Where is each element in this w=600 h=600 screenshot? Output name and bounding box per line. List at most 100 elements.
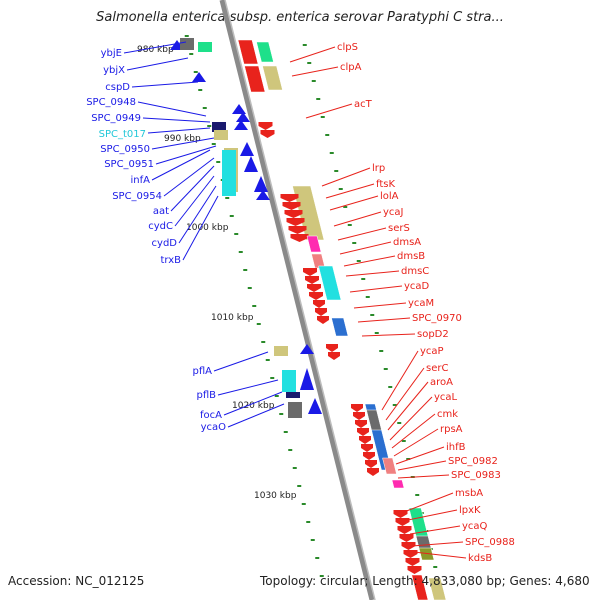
scale-tick-left — [184, 35, 189, 37]
scale-tick-right — [325, 134, 330, 136]
scale-tick-left — [288, 449, 293, 451]
scale-tick-left — [265, 359, 270, 361]
gene-arrow-forward — [317, 316, 329, 324]
gene-label-clpA: clpA — [340, 62, 362, 73]
left-gene-labels: ybjE ybjX cspD SPC_0948 SPC_0949 SPC_t01… — [86, 48, 226, 433]
gene-arrow-forward — [303, 268, 317, 276]
gene-block — [262, 65, 283, 91]
scale-tick-left — [243, 269, 248, 271]
leader-line-left — [126, 57, 189, 71]
gene-label-trxB: trxB — [160, 255, 181, 266]
gene-arrow-forward — [280, 194, 299, 202]
gene-block — [256, 41, 274, 63]
gene-label-SPC_0948: SPC_0948 — [86, 97, 136, 108]
scale-tick-left — [261, 341, 266, 343]
gene-arrow-forward — [395, 518, 410, 526]
scale-tick-left — [292, 467, 297, 469]
gene-block-left — [198, 42, 212, 52]
leader-line-left — [178, 185, 217, 244]
scale-tick-left — [211, 143, 216, 145]
scale-tick-left — [207, 125, 212, 127]
scale-tick-right — [352, 242, 357, 244]
gene-label-lrp: lrp — [372, 163, 385, 174]
scale-tick-left — [315, 557, 320, 559]
gene-block — [411, 574, 429, 600]
gene-label-kdsB: kdsB — [468, 553, 492, 564]
leader-line-left — [123, 41, 187, 54]
gene-arrow-reverse — [300, 344, 314, 354]
gene-label-ycaP: ycaP — [420, 346, 444, 357]
gene-arrow-reverse — [308, 398, 322, 414]
gene-label-ihfB: ihfB — [446, 442, 466, 453]
leader-line-right — [291, 66, 339, 77]
scale-tick-right — [392, 404, 397, 406]
scale-tick-left — [202, 107, 207, 109]
gene-block — [237, 39, 259, 65]
scale-tick-right — [401, 440, 406, 442]
gene-label-cmk: cmk — [437, 409, 458, 420]
leader-line-left — [147, 127, 211, 134]
gene-label-SPC_t017: SPC_t017 — [99, 129, 146, 140]
scale-tick-left — [301, 503, 306, 505]
gene-label-dmsB: dmsB — [397, 251, 425, 262]
gene-label-dmsA: dmsA — [393, 237, 421, 248]
scale-tick-right — [388, 386, 393, 388]
leader-line-right — [397, 474, 450, 479]
gene-arrow-forward — [258, 122, 273, 130]
genome-backbone — [219, 0, 375, 600]
gene-arrow-reverse — [236, 112, 250, 122]
scale-tick-right — [415, 494, 420, 496]
scale-tick-left — [225, 197, 230, 199]
scale-label-1000: 1000 kbp — [186, 223, 229, 233]
scale-tick-left — [238, 251, 243, 253]
leader-line-right — [321, 167, 371, 187]
gene-label-SPC_0954: SPC_0954 — [112, 191, 162, 202]
scale-tick-left — [274, 395, 279, 397]
gene-label-msbA: msbA — [455, 488, 483, 499]
leader-line-right — [289, 46, 336, 63]
gene-arrow-forward — [359, 436, 371, 444]
leader-line-right — [413, 551, 467, 559]
genome-title: Salmonella enterica subsp. enterica sero… — [96, 10, 504, 25]
leader-line-right — [305, 103, 353, 119]
gene-block-left — [222, 150, 236, 196]
gene-arrow-forward — [326, 344, 338, 352]
scale-tick-right — [302, 44, 307, 46]
leader-line-right — [357, 317, 411, 323]
gene-label-aat: aat — [153, 206, 169, 217]
gene-arrow-forward — [403, 550, 418, 558]
gene-label-serS: serS — [388, 223, 410, 234]
gene-block — [318, 265, 342, 301]
gene-label-ycaJ: ycaJ — [383, 207, 404, 218]
gene-arrow-forward — [309, 292, 323, 300]
gene-arrow-forward — [307, 284, 321, 292]
gene-label-sopD2: sopD2 — [417, 329, 449, 340]
gene-arrow-forward — [351, 404, 363, 412]
gene-label-ycaM: ycaM — [408, 298, 434, 309]
scale-tick-left — [306, 521, 311, 523]
gene-arrow-forward — [305, 276, 319, 284]
gene-block-left — [214, 130, 228, 140]
gene-label-dmsC: dmsC — [401, 266, 429, 277]
gene-label-cydD: cydD — [152, 238, 178, 249]
gene-block-left — [180, 38, 194, 50]
leader-line-right — [333, 211, 382, 227]
gene-arrow-forward — [407, 566, 422, 574]
scale-label-1020: 1020 kbp — [232, 401, 275, 411]
gene-arrow-reverse — [232, 104, 246, 114]
gene-block — [382, 457, 397, 475]
leader-line-left — [223, 391, 283, 416]
leader-line-right — [353, 302, 407, 309]
leader-line-left — [151, 149, 211, 181]
gene-arrow-reverse — [240, 142, 254, 156]
gene-block-left — [274, 346, 288, 356]
gene-block-left — [212, 122, 226, 132]
gene-label-ybjX: ybjX — [103, 65, 125, 76]
scale-tick-right — [338, 188, 343, 190]
leader-line-right — [339, 241, 392, 255]
gene-arrow-reverse — [254, 176, 268, 192]
scale-tick-left — [297, 485, 302, 487]
scale-tick-left — [279, 413, 284, 415]
gene-block — [244, 65, 266, 93]
